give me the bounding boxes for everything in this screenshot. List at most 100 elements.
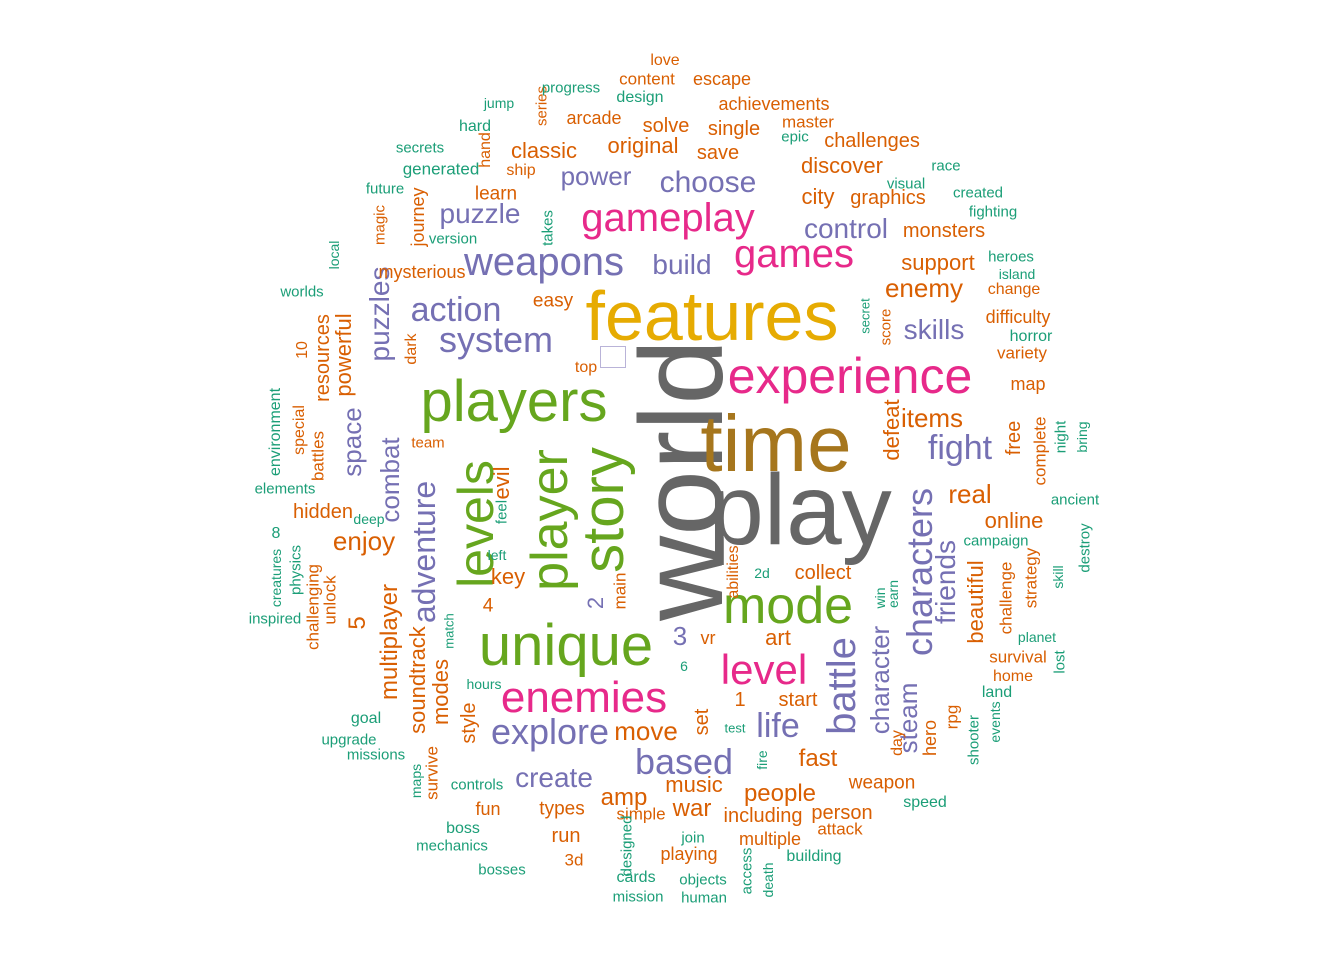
word-explore: explore: [490, 711, 610, 752]
word-escape: escape: [692, 69, 752, 89]
word-life: life: [756, 707, 800, 745]
word-inspired: inspired: [248, 610, 302, 628]
word-support: support: [901, 250, 975, 275]
word-weapons: weapons: [463, 240, 625, 284]
word-team: team: [411, 434, 445, 452]
word-games: games: [733, 232, 855, 276]
word-survival: survival: [989, 647, 1047, 667]
word-unlock: unlock: [320, 575, 340, 625]
word-move: move: [614, 716, 678, 746]
word-save: save: [696, 142, 740, 164]
word-shooter: shooter: [965, 714, 983, 766]
word-online: online: [984, 508, 1044, 533]
word-player: player: [521, 449, 579, 591]
word-space: space: [337, 407, 367, 477]
word-mode: mode: [722, 577, 854, 635]
word-arcade: arcade: [566, 108, 622, 128]
word-master: master: [782, 112, 834, 132]
word-test: test: [724, 720, 746, 736]
word-graphics: graphics: [850, 187, 926, 209]
word-6: 6: [680, 658, 688, 674]
word-design: design: [616, 89, 664, 106]
word-combat: combat: [375, 437, 405, 523]
word-variety: variety: [996, 343, 1048, 363]
word-ancient: ancient: [1050, 491, 1100, 509]
word-version: version: [428, 230, 478, 248]
word-action: action: [410, 291, 502, 329]
word-local: local: [326, 240, 342, 270]
word-level: level: [720, 646, 808, 693]
word-control: control: [803, 213, 889, 244]
word-collect: collect: [794, 562, 852, 584]
word-fighting: fighting: [968, 203, 1018, 221]
word-lost: lost: [1051, 650, 1069, 674]
word-music: music: [665, 772, 723, 797]
word-choose: choose: [659, 166, 757, 199]
word-hours: hours: [466, 676, 502, 692]
word-skill: skill: [1050, 565, 1066, 589]
word-top: top: [574, 359, 598, 376]
word-gameplay: gameplay: [581, 196, 755, 240]
word-challenge: challenge: [996, 561, 1016, 635]
word-feel: feel: [493, 499, 511, 525]
word-boss: boss: [446, 820, 480, 837]
word-3: 3: [672, 621, 688, 651]
word-future: future: [365, 180, 405, 198]
word-worlds: worlds: [280, 283, 324, 301]
word-night: night: [1052, 420, 1070, 454]
word-single: single: [707, 118, 761, 140]
word-heroes: heroes: [988, 248, 1034, 266]
word-score: score: [877, 308, 895, 346]
word-special: special: [291, 405, 308, 455]
word-designed: designed: [618, 815, 636, 877]
word-magic: magic: [371, 204, 389, 246]
word-people: people: [743, 780, 817, 807]
word-progress: progress: [541, 79, 601, 97]
word-generated: generated: [402, 159, 480, 179]
word-achievements: achievements: [718, 94, 830, 114]
word-visual: visual: [886, 175, 926, 193]
word-home: home: [992, 668, 1034, 685]
word-race: race: [931, 157, 961, 175]
word-including: including: [723, 805, 803, 827]
word-classic: classic: [510, 138, 578, 163]
word-takes: takes: [539, 210, 557, 246]
word-players: players: [420, 369, 608, 434]
word-physics: physics: [287, 544, 305, 596]
word-goal: goal: [350, 710, 382, 727]
word-defeat: defeat: [879, 399, 904, 461]
word-3d: 3d: [564, 850, 584, 870]
word-time: time: [700, 399, 852, 488]
word-easy: easy: [532, 290, 574, 312]
word-bring: bring: [1074, 421, 1090, 453]
word-war: war: [672, 795, 712, 822]
word-day: day: [889, 730, 906, 756]
word-campaign: campaign: [963, 532, 1029, 550]
word-power: power: [560, 161, 632, 191]
word-city: city: [801, 184, 835, 209]
word-ship: ship: [506, 162, 536, 179]
word-destroy: destroy: [1076, 523, 1094, 573]
word-secret: secret: [857, 298, 873, 334]
word-secrets: secrets: [395, 139, 445, 157]
word-island: island: [998, 266, 1036, 282]
word-hard: hard: [458, 118, 492, 135]
word-free: free: [1003, 420, 1025, 456]
word-join: join: [681, 829, 705, 847]
word-soundtrack: soundtrack: [405, 626, 430, 734]
word-rpg: rpg: [942, 704, 962, 730]
word-land: land: [981, 684, 1013, 701]
word-mysterious: mysterious: [378, 262, 466, 282]
word-creatures: creatures: [268, 548, 284, 608]
word-discover: discover: [801, 153, 883, 178]
word-multiple: multiple: [738, 829, 802, 849]
word-modes: modes: [428, 658, 453, 726]
word-art: art: [765, 625, 791, 650]
word-main: main: [610, 572, 630, 610]
word-challenging: challenging: [303, 563, 323, 651]
word-4: 4: [482, 595, 494, 617]
word-unique: unique: [478, 613, 654, 678]
word-love: love: [650, 52, 680, 69]
word-deep: deep: [353, 511, 385, 527]
word-run: run: [551, 825, 581, 847]
